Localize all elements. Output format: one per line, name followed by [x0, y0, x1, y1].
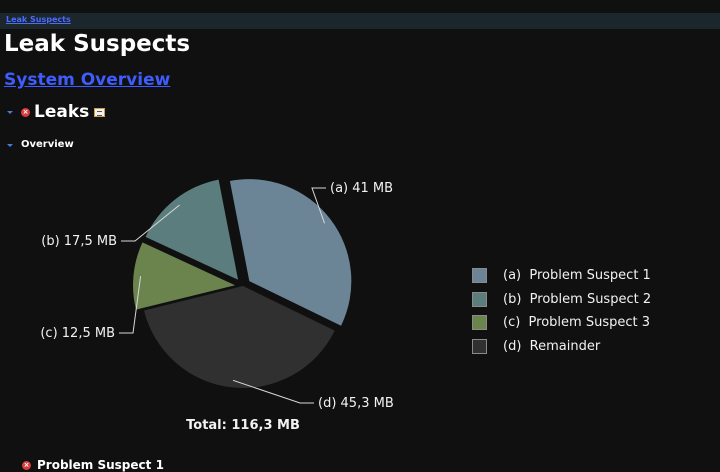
leak-suspects-pie-chart: (a) 41 MB (d) 45,3 MB (c) 12,5 MB (b) 17,5 … — [40, 179, 394, 433]
pie-slice-label-c: (c) 12,5 MB — [40, 326, 115, 341]
pie-leader-line-a — [311, 187, 326, 224]
legend-item-a: (a) Problem Suspect 1 — [472, 264, 651, 288]
breadcrumb-leak-suspects-link[interactable]: Leak Suspects — [6, 15, 71, 24]
pie-slice-label-b: (b) 17,5 MB — [41, 234, 117, 249]
error-icon: × — [21, 107, 30, 117]
leaks-section-header: × Leaks — [7, 101, 106, 123]
problem-suspect-1-title: Problem Suspect 1 — [37, 458, 164, 472]
pie-leader-line-c — [119, 276, 142, 334]
legend-item-d: (d) Remainder — [472, 335, 651, 359]
legend-swatch-a — [472, 268, 487, 284]
legend-label-b: (b) Problem Suspect 2 — [503, 291, 652, 307]
pie-slice-a[interactable] — [229, 179, 352, 326]
system-overview-link[interactable]: System Overview — [4, 70, 171, 90]
pie-leader-line-d — [232, 379, 314, 404]
legend-swatch-b — [472, 291, 487, 307]
problem-suspect-1-section-header: × Problem Suspect 1 — [22, 458, 164, 472]
overview-section-title: Overview — [21, 139, 74, 150]
pie-slice-label-a: (a) 41 MB — [330, 181, 393, 196]
legend-label-c: (c) Problem Suspect 3 — [503, 315, 650, 331]
legend-item-b: (b) Problem Suspect 2 — [472, 288, 651, 312]
leaks-section-title: Leaks — [34, 102, 90, 122]
legend-swatch-c — [472, 315, 487, 331]
pie-slice-label-d: (d) 45,3 MB — [318, 396, 394, 411]
legend-swatch-d — [472, 338, 487, 354]
page-title: Leak Suspects — [4, 31, 191, 57]
error-icon: × — [22, 460, 31, 470]
legend-label-d: (d) Remainder — [503, 338, 601, 354]
legend-label-a: (a) Problem Suspect 1 — [503, 268, 651, 284]
collapse-toggle-icon[interactable] — [7, 143, 13, 147]
legend-item-c: (c) Problem Suspect 3 — [472, 311, 651, 335]
pie-leader-line-b — [121, 204, 180, 242]
collapse-toggle-icon[interactable] — [7, 110, 13, 114]
pie-slice-b[interactable] — [145, 179, 239, 280]
pie-slice-c[interactable] — [133, 242, 236, 310]
top-navigation-bar — [0, 13, 720, 29]
pie-slice-d[interactable] — [143, 286, 335, 388]
pie-total-label: Total: 116,3 MB — [186, 418, 300, 433]
overview-section-header: Overview — [7, 139, 74, 151]
details-icon[interactable] — [94, 107, 106, 117]
pie-chart-legend: (a) Problem Suspect 1 (b) Problem Suspect… — [472, 264, 651, 358]
